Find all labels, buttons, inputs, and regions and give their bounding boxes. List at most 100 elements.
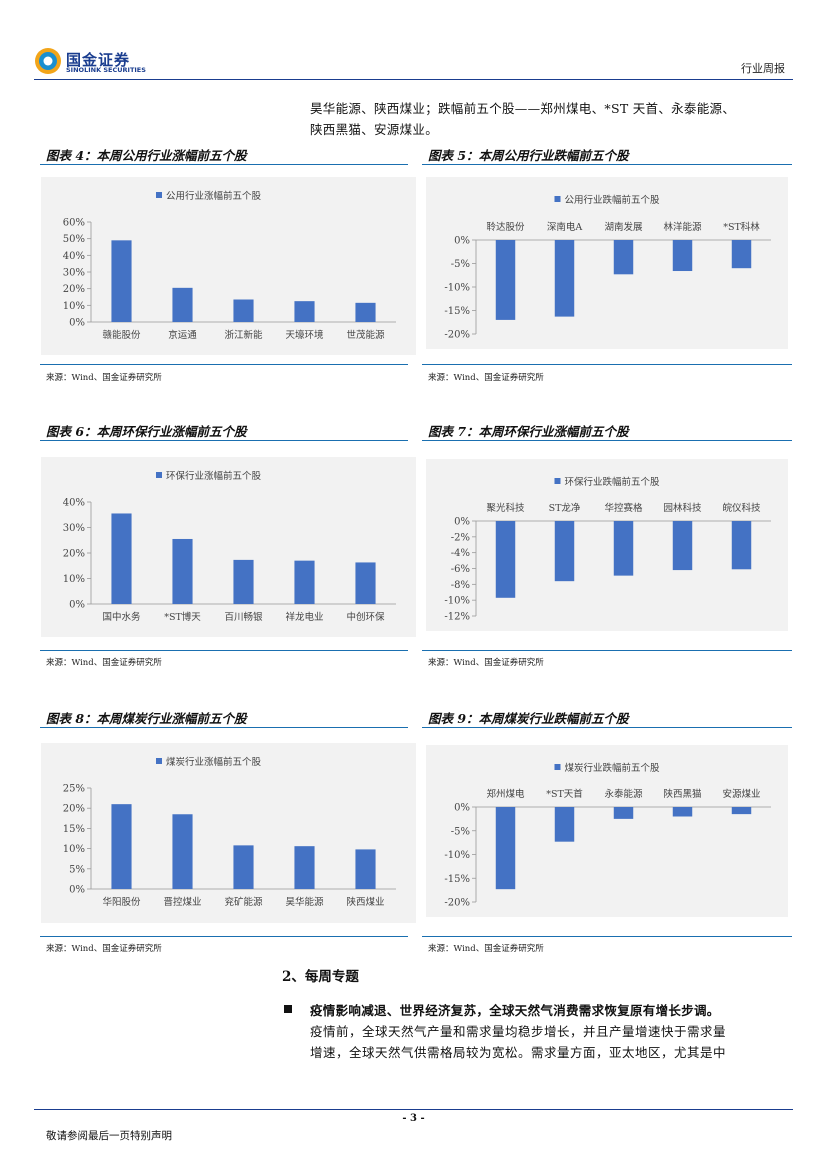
y-tick-label: 40% xyxy=(63,251,85,262)
y-tick-label: 5% xyxy=(69,864,85,875)
category-label: 园林科技 xyxy=(663,502,702,514)
bar xyxy=(111,513,132,604)
figure-source: 来源：Wind、国金证券研究所 xyxy=(46,658,162,668)
y-tick-label: -2% xyxy=(451,532,470,543)
figure-title-rule xyxy=(40,164,408,165)
y-tick-label: -5% xyxy=(451,826,470,837)
legend-swatch xyxy=(155,472,162,478)
y-tick-label: -20% xyxy=(444,330,470,341)
y-tick-label: 0% xyxy=(69,318,85,329)
figure-title: 图表 9：本周煤炭行业跌幅前五个股 xyxy=(428,711,629,726)
bar-chart: 公用行业涨幅前五个股 0% 10% 20% 30% 40% 50% 60% 赣能股份 京运通 浙江新… xyxy=(63,190,396,341)
legend-label: 环保行业跌幅前五个股 xyxy=(564,476,660,488)
category-label: 陕西黑猫 xyxy=(663,788,701,800)
footer-divider xyxy=(34,1109,793,1110)
bar xyxy=(731,240,752,269)
figure-title: 图表 8：本周煤炭行业涨幅前五个股 xyxy=(46,711,247,726)
figure-source-rule xyxy=(422,364,792,365)
bar xyxy=(233,299,254,322)
legend-label: 煤炭行业跌幅前五个股 xyxy=(564,762,660,774)
y-tick-label: 15% xyxy=(63,824,85,835)
y-tick-label: -10% xyxy=(444,596,470,607)
logo-name-en: SINOLINK SECURITIES xyxy=(66,66,146,74)
bar xyxy=(554,807,575,842)
y-tick-label: -20% xyxy=(444,898,470,909)
category-label: *ST博天 xyxy=(164,611,201,623)
bar xyxy=(233,559,254,604)
bar-chart: 公用行业跌幅前五个股 0% -5% -10% -15% -20% 聆达股份 深南电A 湖南发展 林… xyxy=(444,194,771,341)
y-tick-label: 0% xyxy=(69,600,85,611)
bar xyxy=(672,240,693,272)
legend-label: 环保行业涨幅前五个股 xyxy=(166,470,262,482)
figure-source: 来源：Wind、国金证券研究所 xyxy=(46,944,162,954)
bar xyxy=(172,538,193,604)
figure-source-rule xyxy=(40,650,408,651)
bar xyxy=(672,807,693,817)
figure-panel: 煤炭行业涨幅前五个股 0% 5% 10% 15% 20% 25% 华阳股份 晋控煤业 兖矿能源 昊华… xyxy=(41,743,416,923)
bar xyxy=(294,846,315,889)
bar xyxy=(172,287,193,322)
figure-source-rule xyxy=(40,936,408,937)
y-tick-label: 50% xyxy=(63,234,85,245)
intro-line: 陕西黑猫、安源煤业。 xyxy=(310,122,439,137)
figure-title: 图表 7：本周环保行业涨幅前五个股 xyxy=(428,424,629,439)
y-tick-label: 30% xyxy=(63,268,85,279)
category-label: 郑州煤电 xyxy=(486,788,525,800)
category-label: 世茂能源 xyxy=(346,329,385,341)
category-label: 聆达股份 xyxy=(486,221,525,233)
category-label: 兖矿能源 xyxy=(224,896,263,908)
paragraph-line: 疫情前，全球天然气产量和需求量均稳步增长，并且产量增速快于需求量 xyxy=(310,1024,727,1039)
category-label: 湖南发展 xyxy=(604,221,643,233)
bar xyxy=(554,521,575,582)
bar xyxy=(355,302,376,322)
category-label: 百川畅银 xyxy=(224,611,263,623)
figure-source: 来源：Wind、国金证券研究所 xyxy=(428,944,544,954)
bar xyxy=(294,301,315,322)
category-label: 祥龙电业 xyxy=(285,611,323,623)
figure-panel: 公用行业跌幅前五个股 0% -5% -10% -15% -20% 聆达股份 深南电A 湖南发展 林… xyxy=(426,177,788,349)
legend-label: 公用行业跌幅前五个股 xyxy=(564,194,660,206)
bar xyxy=(613,807,634,819)
category-label: 深南电A xyxy=(547,221,583,233)
y-tick-label: 0% xyxy=(69,885,85,896)
category-label: 聚光科技 xyxy=(486,502,525,514)
bar xyxy=(613,240,634,275)
legend-swatch xyxy=(554,764,561,770)
bar xyxy=(672,521,693,571)
bar xyxy=(294,560,315,604)
y-tick-label: -15% xyxy=(444,874,470,885)
bar xyxy=(731,521,752,570)
bar xyxy=(111,240,132,322)
bullet-square-icon xyxy=(284,1005,292,1013)
category-label: 昊华能源 xyxy=(285,896,324,908)
y-tick-label: 20% xyxy=(63,284,85,295)
category-label: 林洋能源 xyxy=(663,221,702,233)
figure-title: 图表 5：本周公用行业跌幅前五个股 xyxy=(428,148,629,163)
bar xyxy=(495,240,516,320)
y-tick-label: 10% xyxy=(63,574,85,585)
bar xyxy=(111,804,132,889)
bar xyxy=(233,845,254,889)
figure-title: 图表 4：本周公用行业涨幅前五个股 xyxy=(46,148,247,163)
category-label: ST龙净 xyxy=(549,502,581,514)
y-tick-label: 20% xyxy=(63,804,85,815)
y-tick-label: -12% xyxy=(444,612,470,623)
bar xyxy=(495,807,516,890)
bar-chart: 煤炭行业涨幅前五个股 0% 5% 10% 15% 20% 25% 华阳股份 晋控煤业 兖矿能源 昊华… xyxy=(63,756,396,908)
category-label: 安源煤业 xyxy=(722,788,760,800)
bar xyxy=(554,240,575,317)
category-label: 中创环保 xyxy=(346,611,385,623)
y-tick-label: 25% xyxy=(63,784,85,795)
legend-label: 煤炭行业涨幅前五个股 xyxy=(166,756,262,768)
category-label: *ST天首 xyxy=(546,788,583,800)
category-label: 天壕环境 xyxy=(285,329,324,341)
bar-chart: 煤炭行业跌幅前五个股 0% -5% -10% -15% -20% 郑州煤电 *ST天首 永泰能源… xyxy=(444,762,771,909)
legend-swatch xyxy=(155,192,162,198)
figure-source-rule xyxy=(422,650,792,651)
figure-panel: 煤炭行业跌幅前五个股 0% -5% -10% -15% -20% 郑州煤电 *ST天首 永泰能源… xyxy=(426,745,788,917)
bar-chart: 环保行业涨幅前五个股 0% 10% 20% 30% 40% 国中水务 *ST博天 百川畅银 祥龙电… xyxy=(63,470,396,623)
section-paragraph: 疫情前，全球天然气产量和需求量均稳步增长，并且产量增速快于需求量 增速，全球天然… xyxy=(310,1021,794,1063)
figure-title-rule xyxy=(422,440,792,441)
y-tick-label: 0% xyxy=(454,517,470,528)
intro-text: 昊华能源、陕西煤业；跌幅前五个股——郑州煤电、*ST 天首、永泰能源、 陕西黑猫… xyxy=(310,98,794,140)
